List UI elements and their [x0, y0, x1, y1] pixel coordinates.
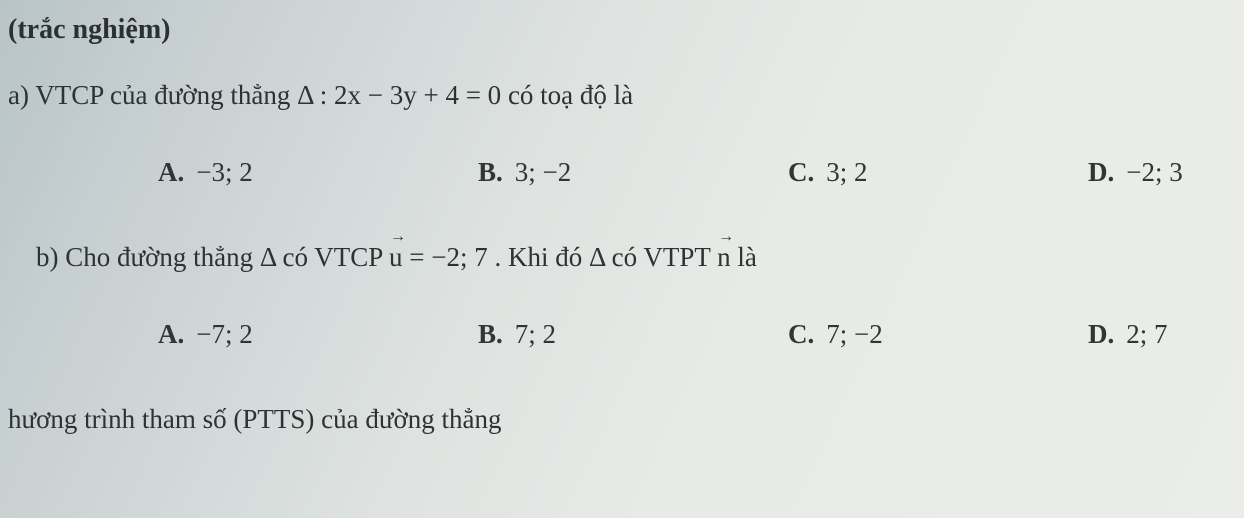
option-label: B. — [478, 319, 503, 350]
qa-prefix: a) VTCP của đường thẳng — [8, 80, 297, 110]
qb-mid1: có VTCP — [276, 242, 389, 272]
qb-delta2: Δ — [589, 242, 605, 272]
option-label: D. — [1088, 157, 1114, 188]
option-value: −7; 2 — [196, 319, 252, 350]
option-value: 3; 2 — [826, 157, 867, 188]
option-value: 7; −2 — [826, 319, 882, 350]
option-value: −3; 2 — [196, 157, 252, 188]
option-value: 2; 7 — [1126, 319, 1167, 350]
question-b-options: A. −7; 2 B. 7; 2 C. 7; −2 D. 2; 7 — [158, 319, 1224, 350]
option-label: D. — [1088, 319, 1114, 350]
option-value: 7; 2 — [515, 319, 556, 350]
option-label: B. — [478, 157, 503, 188]
option-value: −2; 3 — [1126, 157, 1182, 188]
vector-n: n — [717, 242, 731, 273]
option-label: C. — [788, 319, 814, 350]
option-label: A. — [158, 157, 184, 188]
question-a-options: A. −3; 2 B. 3; −2 C. 3; 2 D. −2; 3 — [158, 157, 1224, 188]
option-a-C: C. 3; 2 — [788, 157, 1088, 188]
option-b-D: D. 2; 7 — [1088, 319, 1168, 350]
qb-delta1: Δ — [260, 242, 276, 272]
question-b-stem: b) Cho đường thẳng Δ có VTCP u = −2; 7 .… — [36, 242, 1224, 273]
qa-suffix: có toạ độ là — [501, 80, 633, 110]
option-b-C: C. 7; −2 — [788, 319, 1088, 350]
option-a-D: D. −2; 3 — [1088, 157, 1183, 188]
qb-suffix: là — [731, 242, 757, 272]
qb-mid3: có VTPT — [605, 242, 717, 272]
qa-delta: Δ — [297, 80, 313, 110]
option-label: A. — [158, 319, 184, 350]
question-a-stem: a) VTCP của đường thẳng Δ : 2x − 3y + 4 … — [8, 80, 1224, 111]
option-a-B: B. 3; −2 — [478, 157, 788, 188]
qb-eq: = −2; 7 — [403, 242, 488, 272]
qb-prefix: b) Cho đường thẳng — [36, 242, 260, 272]
option-value: 3; −2 — [515, 157, 571, 188]
option-b-B: B. 7; 2 — [478, 319, 788, 350]
option-a-A: A. −3; 2 — [158, 157, 478, 188]
vector-u: u — [389, 242, 403, 273]
option-b-A: A. −7; 2 — [158, 319, 478, 350]
section-heading: (trắc nghiệm) — [8, 14, 1224, 46]
option-label: C. — [788, 157, 814, 188]
qa-eq: : 2x − 3y + 4 = 0 — [313, 80, 501, 110]
qb-mid2: . Khi đó — [488, 242, 589, 272]
partial-cut-text: hương trình tham số (PTTS) của đường thẳ… — [8, 404, 1224, 435]
